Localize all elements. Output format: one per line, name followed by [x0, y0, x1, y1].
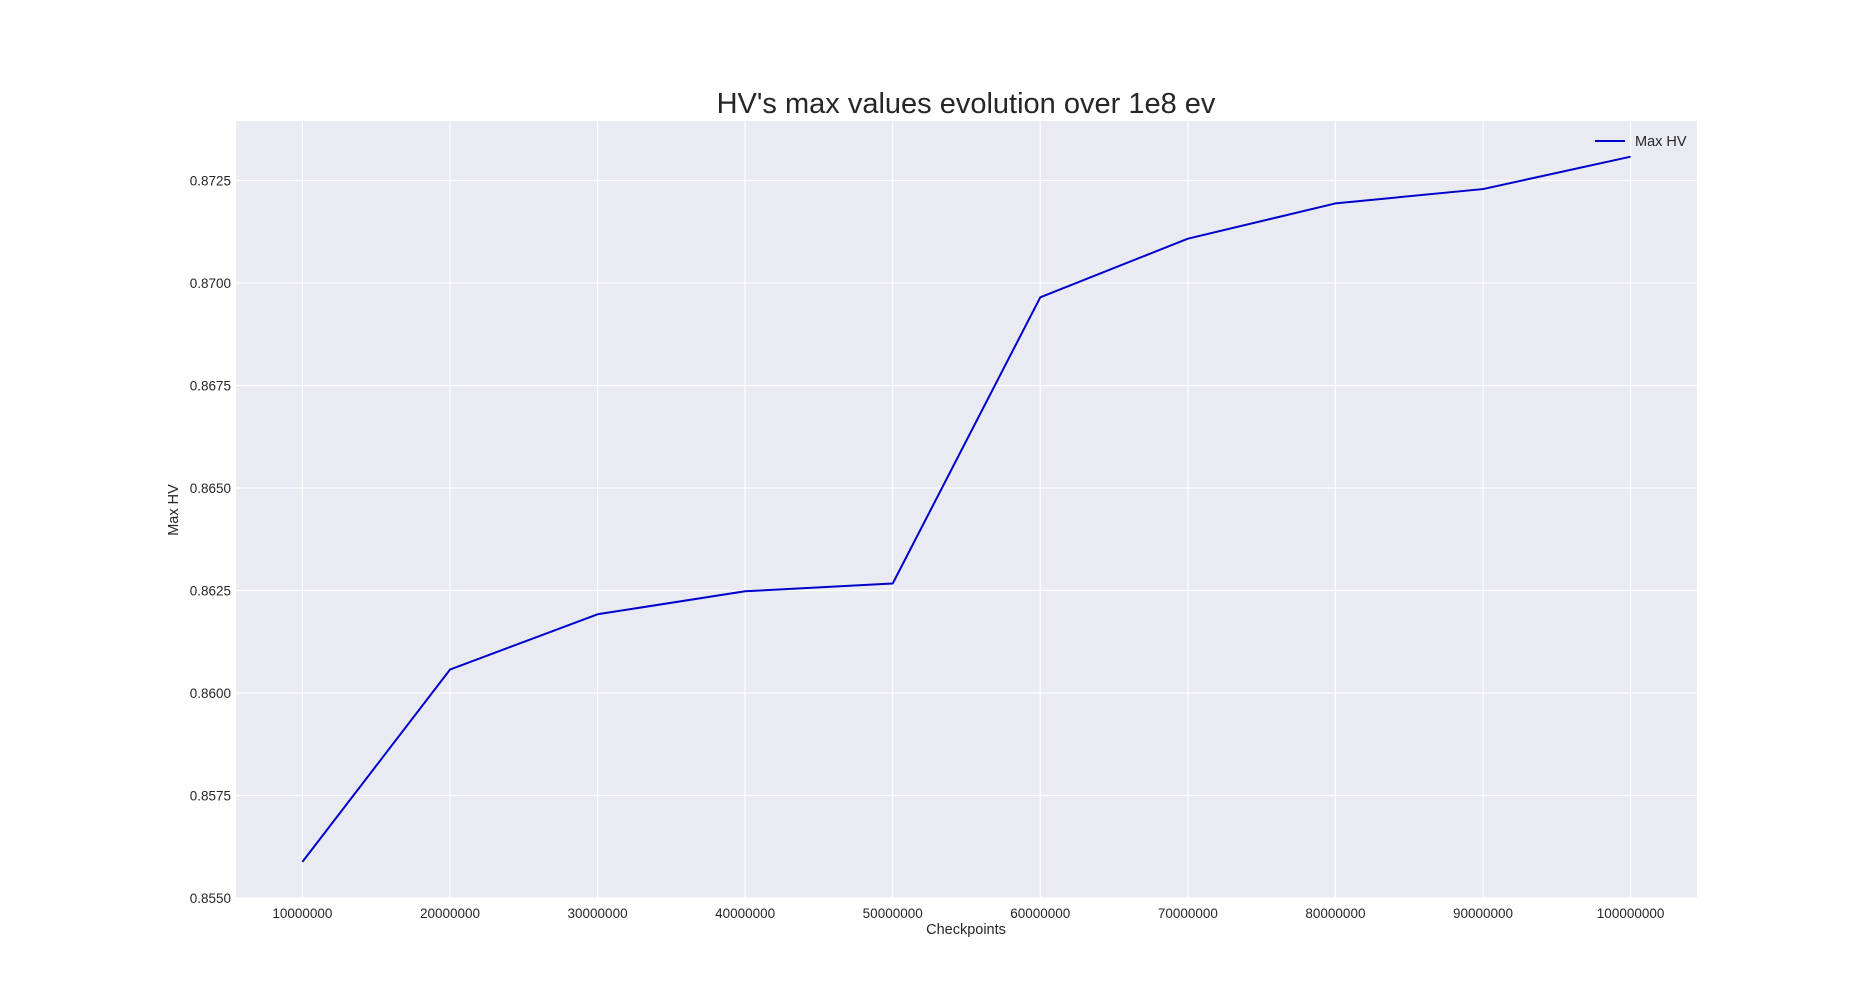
x-tick-label: 10000000 — [272, 906, 332, 921]
x-tick-label: 70000000 — [1158, 906, 1218, 921]
x-tick-label: 80000000 — [1305, 906, 1365, 921]
y-tick-label: 0.8725 — [190, 173, 231, 188]
y-tick-label: 0.8550 — [190, 891, 231, 906]
y-tick-label: 0.8575 — [190, 788, 231, 803]
x-tick-label: 40000000 — [715, 906, 775, 921]
y-tick-label: 0.8650 — [190, 481, 231, 496]
legend: Max HV — [1595, 134, 1687, 150]
series-lines — [301, 155, 1631, 863]
y-axis-tick-labels: 0.8550 0.8575 0.8600 0.8625 0.8650 0.8675 0.87… — [190, 173, 231, 906]
x-tick-label: 30000000 — [568, 906, 628, 921]
x-tick-label: 100000000 — [1597, 906, 1665, 921]
x-tick-label: 50000000 — [863, 906, 923, 921]
x-tick-label: 90000000 — [1453, 906, 1513, 921]
x-axis-tick-labels: 10000000 20000000 30000000 40000000 50000000… — [272, 906, 1664, 921]
legend-label-max-hv: Max HV — [1635, 134, 1687, 150]
y-tick-label: 0.8600 — [190, 686, 231, 701]
plot-area — [236, 121, 1697, 898]
y-tick-label: 0.8700 — [190, 276, 231, 291]
y-axis-title: Max HV — [166, 484, 182, 536]
y-tick-label: 0.8675 — [190, 378, 231, 393]
y-tick-label: 0.8625 — [190, 583, 231, 598]
chart-title: HV's max values evolution over 1e8 ev — [717, 88, 1216, 120]
x-tick-label: 20000000 — [420, 906, 480, 921]
series-line-max-hv — [301, 155, 1631, 863]
x-tick-label: 60000000 — [1010, 906, 1070, 921]
grid-lines — [236, 121, 1697, 899]
x-axis-title: Checkpoints — [926, 922, 1006, 938]
